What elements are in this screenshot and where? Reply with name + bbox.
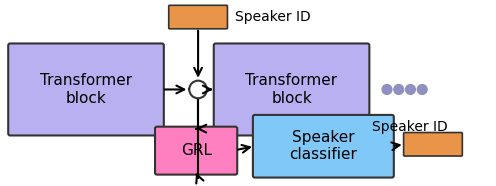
Text: GRL: GRL — [181, 143, 212, 158]
Text: Speaker ID: Speaker ID — [372, 120, 448, 134]
Text: Transformer
block: Transformer block — [40, 73, 132, 106]
Text: Speaker ID: Speaker ID — [235, 10, 311, 24]
Circle shape — [382, 85, 392, 94]
FancyBboxPatch shape — [169, 5, 228, 29]
FancyBboxPatch shape — [8, 44, 164, 135]
Text: Speaker
classifier: Speaker classifier — [290, 130, 357, 162]
FancyBboxPatch shape — [155, 127, 237, 175]
FancyBboxPatch shape — [404, 133, 462, 156]
Circle shape — [417, 85, 427, 94]
Text: Transformer
block: Transformer block — [246, 73, 338, 106]
Circle shape — [189, 81, 207, 98]
FancyBboxPatch shape — [214, 44, 370, 135]
Circle shape — [406, 85, 415, 94]
FancyBboxPatch shape — [253, 115, 394, 178]
Circle shape — [394, 85, 404, 94]
